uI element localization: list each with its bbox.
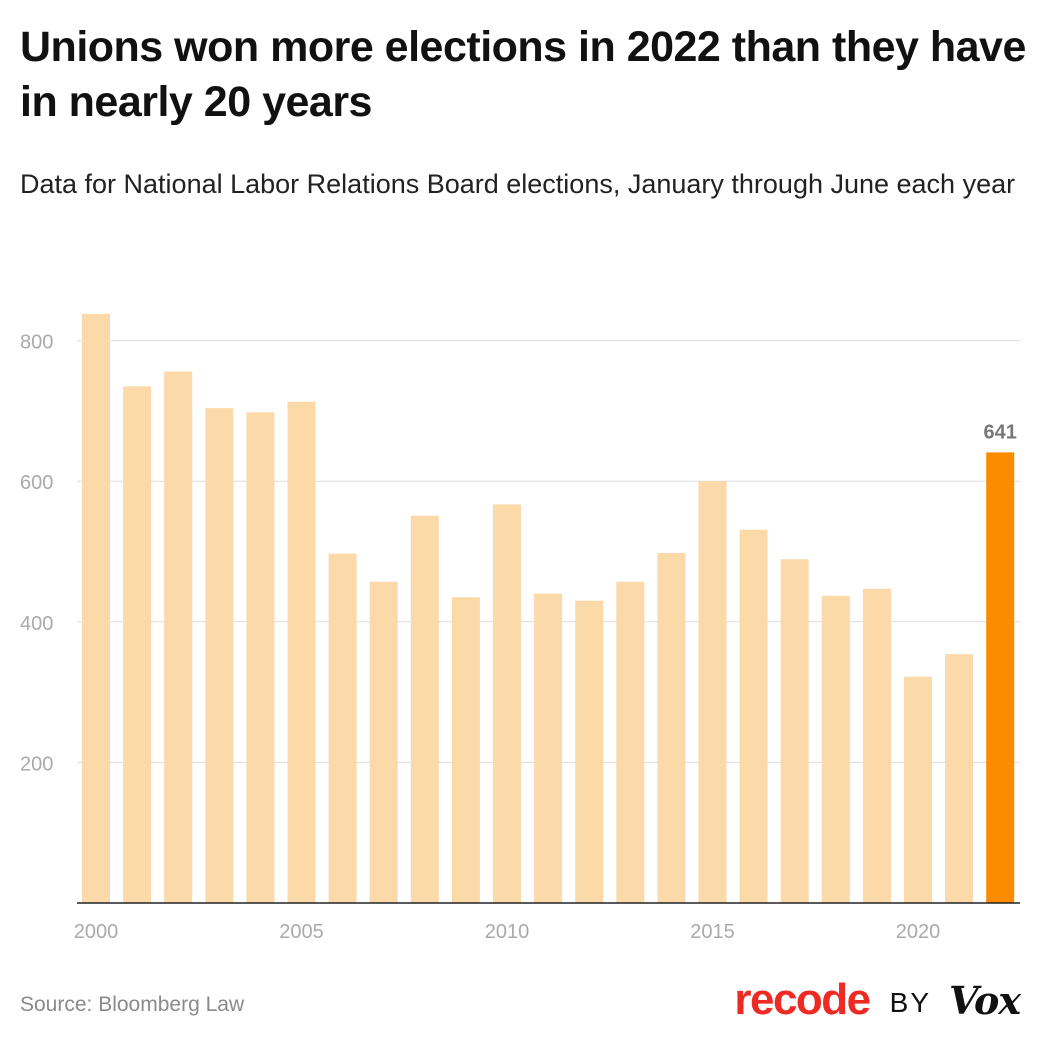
bar-2009: [451, 597, 480, 903]
bars: [82, 313, 1015, 904]
y-tick-label: 400: [20, 613, 53, 635]
vox-logo: Vox: [949, 977, 1021, 1023]
bar-2005: [287, 401, 316, 903]
x-tick-label: 2005: [279, 921, 324, 943]
bar-2012: [575, 600, 604, 903]
y-tick-label: 800: [20, 332, 53, 354]
bar-2010: [493, 504, 521, 903]
chart-subtitle: Data for National Labor Relations Board …: [20, 169, 1016, 199]
source-note: Source: Bloomberg Law: [20, 993, 245, 1016]
x-axis-ticks: 2000 2005 2010 2015 2020: [74, 921, 941, 943]
bar-2003: [205, 408, 234, 903]
data-label: 641: [984, 421, 1017, 443]
recode-logo: recode: [734, 975, 871, 1024]
x-tick-label: 2000: [74, 921, 119, 943]
bar-2008: [410, 515, 439, 903]
bar-2021: [945, 654, 974, 903]
y-tick-label: 600: [20, 472, 53, 494]
brand-by-text: BY: [889, 987, 931, 1018]
bar-2018: [821, 595, 850, 903]
brand-logo: recode BY Vox: [734, 975, 1021, 1025]
bar-2006: [328, 553, 357, 903]
x-tick-label: 2015: [690, 921, 735, 943]
x-tick-label: 2020: [896, 921, 941, 943]
bar-2022: [986, 452, 1015, 903]
bar-2017: [780, 559, 809, 903]
bar-2002: [164, 371, 193, 904]
bar-2014: [657, 552, 686, 903]
bar-2013: [616, 581, 645, 903]
bar-2015: [698, 481, 727, 903]
x-tick-label: 2010: [485, 921, 530, 943]
bar-2020: [904, 676, 932, 903]
y-axis-ticks: 200 400 600 800: [20, 332, 53, 776]
bar-2001: [123, 386, 152, 903]
gridlines: [77, 340, 1020, 763]
bar-2016: [739, 529, 768, 903]
bar-2011: [534, 593, 563, 903]
chart-title: Unions won more elections in 2022 than t…: [20, 23, 1026, 126]
bar-2000: [82, 313, 110, 903]
bar-2007: [369, 581, 398, 903]
bar-2004: [246, 412, 275, 903]
data-labels: 641: [984, 421, 1017, 443]
bar-2019: [862, 588, 891, 903]
y-tick-label: 200: [20, 753, 53, 775]
